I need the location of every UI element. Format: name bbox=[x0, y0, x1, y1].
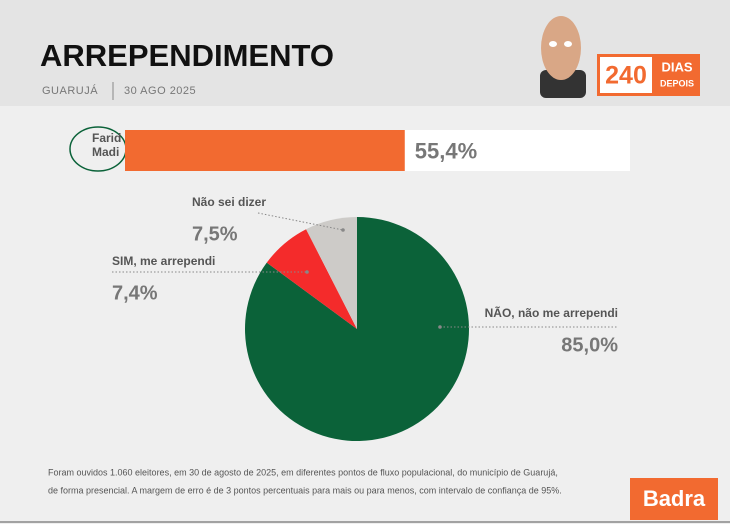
avatar bbox=[540, 16, 586, 98]
bar bbox=[125, 130, 405, 171]
leader-dot bbox=[438, 325, 442, 329]
location: GUARUJÁ bbox=[42, 84, 98, 97]
pie-slice bbox=[306, 217, 357, 329]
note-line: Foram ouvidos 1.060 eleitores, em 30 de … bbox=[48, 467, 558, 477]
pie-value-label: 7,4% bbox=[112, 282, 158, 304]
pie-category-label: Não sei dizer bbox=[192, 195, 266, 209]
bar-value-label: 55,4% bbox=[415, 138, 477, 163]
leader-dot bbox=[305, 270, 309, 274]
pie-slice bbox=[266, 229, 357, 329]
pie-value-label: 7,5% bbox=[192, 223, 238, 245]
badge-box bbox=[655, 54, 700, 96]
brand-box bbox=[630, 478, 718, 520]
date: 30 AGO 2025 bbox=[124, 85, 196, 97]
badge-inner bbox=[600, 57, 652, 93]
badge-line: DIAS bbox=[661, 59, 692, 74]
leader-line bbox=[257, 212, 344, 231]
brand: Badra bbox=[643, 486, 706, 511]
title: ARREPENDIMENTO bbox=[40, 38, 334, 73]
badge-number: 240 bbox=[605, 62, 647, 90]
pie-category-label: NÃO, não me arrependi bbox=[485, 305, 618, 320]
pie-category-label: SIM, me arrependi bbox=[112, 254, 215, 268]
leader-dot bbox=[341, 228, 345, 232]
badge-line: DEPOIS bbox=[660, 78, 694, 88]
note-line: de forma presencial. A margem de erro é … bbox=[48, 485, 562, 495]
pie-value-label: 85,0% bbox=[561, 334, 618, 356]
bar-category: Farid Madi bbox=[92, 131, 122, 159]
